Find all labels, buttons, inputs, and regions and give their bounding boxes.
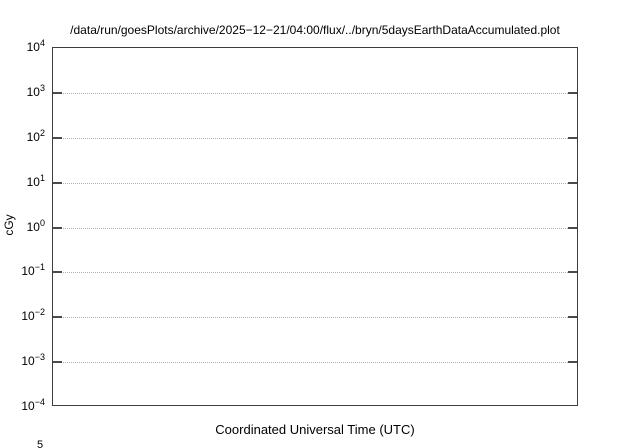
y-tick-label: 10−3 <box>21 352 45 369</box>
axis-tick-mark <box>568 181 577 184</box>
axis-tick-mark <box>568 226 577 229</box>
y-tick-label: 10−1 <box>21 262 45 279</box>
y-tick-label: 102 <box>26 127 45 144</box>
axis-tick-mark <box>568 271 577 274</box>
decade-gridline <box>54 92 576 94</box>
axis-tick-mark <box>568 136 577 139</box>
y-tick-label: 104 <box>26 38 45 55</box>
axis-tick-mark <box>568 316 577 319</box>
y-tick-label: 10−2 <box>21 307 45 324</box>
y-tick-label: 10−4 <box>21 397 45 414</box>
decade-gridline <box>54 227 576 229</box>
axis-tick-mark <box>53 91 62 94</box>
y-tick-label: 101 <box>26 172 45 189</box>
decade-gridline <box>54 317 576 319</box>
decade-gridline <box>54 362 576 364</box>
y-tick-label: 100 <box>26 217 45 234</box>
decade-gridline <box>54 272 576 274</box>
axis-tick-mark <box>568 361 577 364</box>
plot-area <box>52 47 578 406</box>
axis-tick-mark <box>53 361 62 364</box>
decade-gridline <box>54 137 576 139</box>
axis-tick-mark <box>53 181 62 184</box>
axis-tick-mark <box>568 91 577 94</box>
decade-gridline <box>54 182 576 184</box>
axis-tick-mark <box>53 226 62 229</box>
axis-tick-mark <box>53 136 62 139</box>
y-tick-label: 103 <box>26 82 45 99</box>
clipped-next-panel-label: 5 <box>37 439 44 448</box>
axis-tick-mark <box>53 316 62 319</box>
plot-title: /data/run/goesPlots/archive/2025−12−21/0… <box>70 23 560 37</box>
x-axis-label: Coordinated Universal Time (UTC) <box>215 422 415 437</box>
axis-tick-mark <box>53 271 62 274</box>
